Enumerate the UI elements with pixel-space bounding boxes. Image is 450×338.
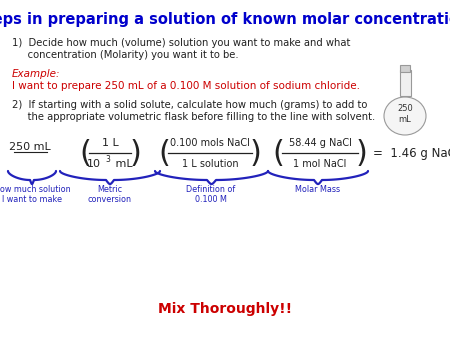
Text: Molar Mass: Molar Mass xyxy=(296,185,341,194)
Text: 250 mL: 250 mL xyxy=(9,142,51,152)
Text: I want to prepare 250 mL of a 0.100 M solution of sodium chloride.: I want to prepare 250 mL of a 0.100 M so… xyxy=(12,81,360,91)
Text: Definition of
0.100 M: Definition of 0.100 M xyxy=(186,185,236,204)
Text: (: ( xyxy=(272,139,284,168)
Text: mL: mL xyxy=(112,159,133,169)
Text: 250
mL: 250 mL xyxy=(397,104,413,124)
Text: 1 L: 1 L xyxy=(102,138,118,148)
Text: 1 mol NaCl: 1 mol NaCl xyxy=(293,159,346,169)
Text: ): ) xyxy=(356,139,368,168)
Text: How much solution
I want to make: How much solution I want to make xyxy=(0,185,70,204)
Text: =  1.46 g NaCl: = 1.46 g NaCl xyxy=(373,146,450,160)
Text: ): ) xyxy=(250,139,262,168)
Bar xyxy=(400,65,410,72)
Text: (: ( xyxy=(79,139,91,168)
Text: (: ( xyxy=(158,139,170,168)
Text: Example:: Example: xyxy=(12,69,60,79)
Text: ): ) xyxy=(129,139,141,168)
Text: 1 L solution: 1 L solution xyxy=(182,159,238,169)
Text: Metric
conversion: Metric conversion xyxy=(88,185,132,204)
Ellipse shape xyxy=(384,97,426,135)
Text: 0.100 mols NaCl: 0.100 mols NaCl xyxy=(170,138,250,148)
Text: Steps in preparing a solution of known molar concentration:: Steps in preparing a solution of known m… xyxy=(0,12,450,27)
Text: 1)  Decide how much (volume) solution you want to make and what
     concentrati: 1) Decide how much (volume) solution you… xyxy=(12,38,351,59)
Text: 2)  If starting with a solid solute, calculate how much (grams) to add to
     t: 2) If starting with a solid solute, calc… xyxy=(12,100,375,122)
Text: Mix Thoroughly!!: Mix Thoroughly!! xyxy=(158,302,292,316)
Text: 58.44 g NaCl: 58.44 g NaCl xyxy=(288,138,351,148)
Bar xyxy=(400,70,410,96)
Text: 10: 10 xyxy=(87,159,101,169)
Text: 3: 3 xyxy=(105,155,110,165)
